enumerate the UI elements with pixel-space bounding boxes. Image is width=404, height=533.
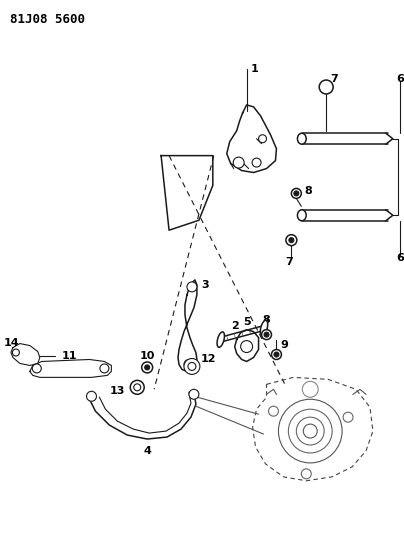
Circle shape	[343, 412, 353, 422]
Text: 13: 13	[110, 386, 125, 397]
Text: 5: 5	[244, 317, 251, 327]
Text: 1: 1	[250, 64, 258, 74]
Circle shape	[187, 282, 197, 292]
Circle shape	[301, 469, 311, 479]
Circle shape	[278, 399, 342, 463]
Circle shape	[241, 341, 252, 352]
Circle shape	[86, 391, 97, 401]
Circle shape	[32, 364, 41, 373]
Circle shape	[184, 359, 200, 374]
Text: 12: 12	[201, 354, 217, 365]
Circle shape	[188, 362, 196, 370]
Text: 14: 14	[4, 337, 20, 348]
Circle shape	[297, 417, 324, 445]
Circle shape	[288, 409, 332, 453]
Circle shape	[189, 389, 199, 399]
Circle shape	[13, 349, 19, 356]
Text: 81J08 5600: 81J08 5600	[10, 13, 85, 27]
Ellipse shape	[297, 133, 306, 144]
Text: 9: 9	[280, 340, 288, 350]
Circle shape	[252, 158, 261, 167]
Circle shape	[264, 332, 269, 337]
Text: 7: 7	[330, 74, 338, 84]
Circle shape	[274, 352, 279, 357]
Text: 6: 6	[396, 253, 404, 263]
Text: 6: 6	[396, 74, 404, 84]
Circle shape	[184, 359, 194, 369]
Text: 11: 11	[62, 351, 77, 360]
Circle shape	[271, 350, 282, 359]
Circle shape	[233, 157, 244, 168]
Ellipse shape	[217, 332, 225, 348]
Circle shape	[286, 235, 297, 246]
Circle shape	[294, 191, 299, 196]
Circle shape	[145, 365, 149, 370]
Circle shape	[261, 329, 271, 340]
Text: 8: 8	[263, 314, 270, 325]
Ellipse shape	[297, 210, 306, 221]
Text: 8: 8	[304, 187, 312, 197]
Text: 4: 4	[143, 446, 151, 456]
Circle shape	[259, 135, 267, 143]
Circle shape	[291, 189, 301, 198]
Text: 10: 10	[139, 351, 155, 360]
Circle shape	[289, 238, 294, 243]
Circle shape	[134, 384, 141, 391]
Circle shape	[130, 381, 144, 394]
Circle shape	[319, 80, 333, 94]
Text: 7: 7	[286, 257, 293, 267]
Circle shape	[100, 364, 109, 373]
Circle shape	[302, 381, 318, 397]
Circle shape	[269, 406, 278, 416]
Text: 3: 3	[201, 280, 208, 290]
Ellipse shape	[260, 320, 268, 336]
Circle shape	[142, 362, 153, 373]
Circle shape	[303, 424, 317, 438]
Text: 2: 2	[231, 321, 239, 330]
